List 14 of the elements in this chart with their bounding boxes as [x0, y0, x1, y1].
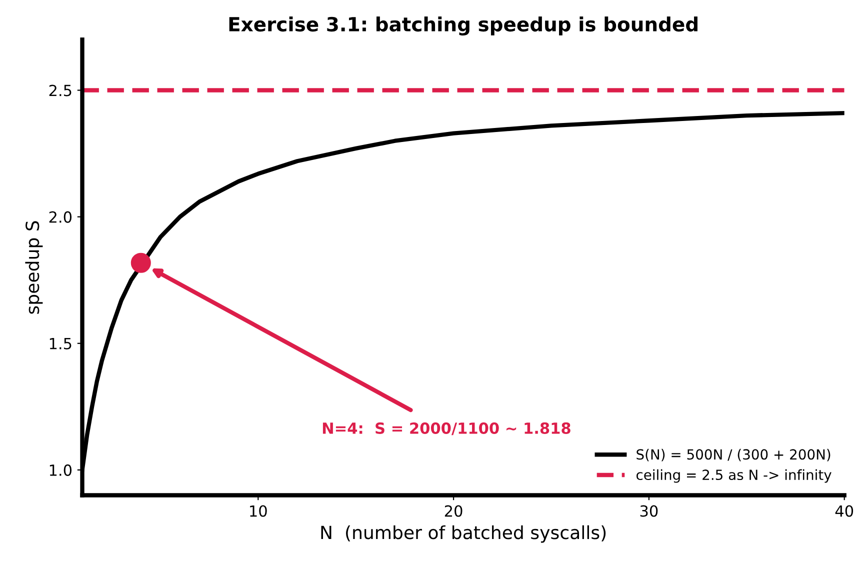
y-axis-title: speedup S: [25, 221, 43, 314]
legend-label: S(N) = 500N / (300 + 200N): [636, 448, 830, 462]
x-tick-label: 10: [250, 505, 267, 517]
annotation: N=4: S = 2000/1100 ~ 1.818: [322, 422, 570, 436]
y-tick-label: 2.5: [49, 84, 72, 96]
y-tick-label: 1.5: [50, 338, 72, 350]
x-tick-label: 40: [835, 505, 854, 517]
x-axis-title: N (number of batched syscalls): [321, 525, 606, 543]
y-tick-label: 1.0: [50, 464, 72, 476]
y-tick-label: 2.0: [49, 211, 72, 223]
x-tick-label: 20: [444, 505, 462, 517]
legend-label: ceiling = 2.5 as N -> infinity: [636, 469, 832, 483]
x-tick-label: 30: [640, 505, 658, 517]
chart-title: Exercise 3.1: batching speedup is bounded: [229, 16, 698, 36]
